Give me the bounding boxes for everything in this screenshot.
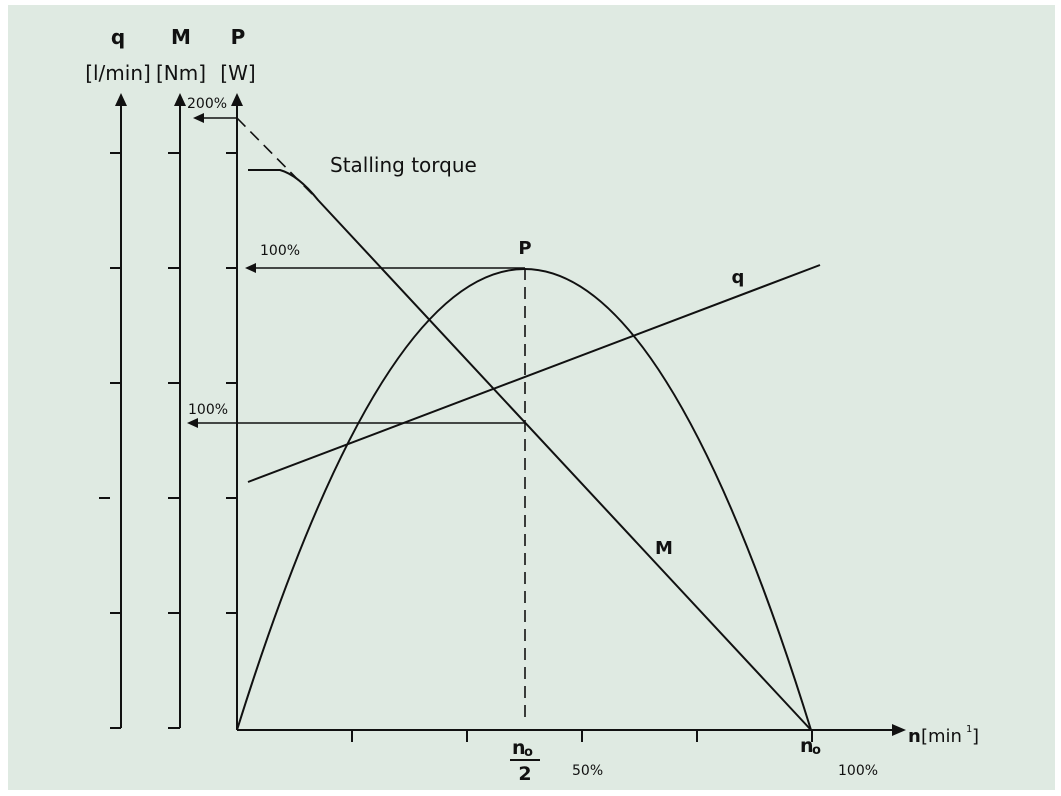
label-100-percent-power: 100% (260, 243, 300, 259)
curve-label-p: P (518, 238, 531, 259)
p-axis-symbol: P (231, 25, 246, 49)
label-stalling-torque: Stalling torque (330, 153, 477, 177)
power-curve-p (236, 268, 812, 731)
n-axis-symbol: n (908, 726, 921, 747)
label-100-percent-torque: 100% (188, 402, 228, 418)
curve-label-m: M (655, 538, 673, 559)
m-half-arrow-head (187, 418, 198, 428)
p-axis-unit: [W] (220, 61, 255, 85)
q-axis-symbol: q (111, 25, 125, 49)
p-axis (226, 93, 243, 730)
half-speed-numerator: n (512, 737, 526, 759)
q-axis-unit: [l/min] (85, 61, 151, 85)
flow-line-q (247, 264, 821, 483)
label-200-percent: 200% (187, 96, 227, 112)
label-50-percent: 50% (572, 763, 603, 779)
no-load-speed-sub: o (812, 743, 821, 758)
torque-extension-dashed (236, 117, 319, 201)
diagram-background (8, 5, 1055, 790)
n-axis-unit: [min (921, 726, 962, 747)
label-100-percent-speed: 100% (838, 763, 878, 779)
no-load-speed: n (800, 735, 814, 757)
pmax-arrow-head (245, 263, 256, 273)
n-axis-unit-close: ] (972, 726, 979, 747)
n-axis-unit-superscript: 1 (966, 724, 972, 735)
half-speed-denominator: 2 (518, 763, 531, 785)
m-axis-unit: [Nm] (156, 61, 206, 85)
m-axis (168, 93, 186, 729)
half-speed-numerator-sub: o (524, 745, 533, 760)
m-stall-arrow-head (193, 113, 204, 123)
n-axis (237, 724, 906, 742)
q-axis (99, 93, 127, 729)
curve-label-q: q (732, 267, 745, 288)
m-axis-symbol: M (171, 25, 191, 49)
